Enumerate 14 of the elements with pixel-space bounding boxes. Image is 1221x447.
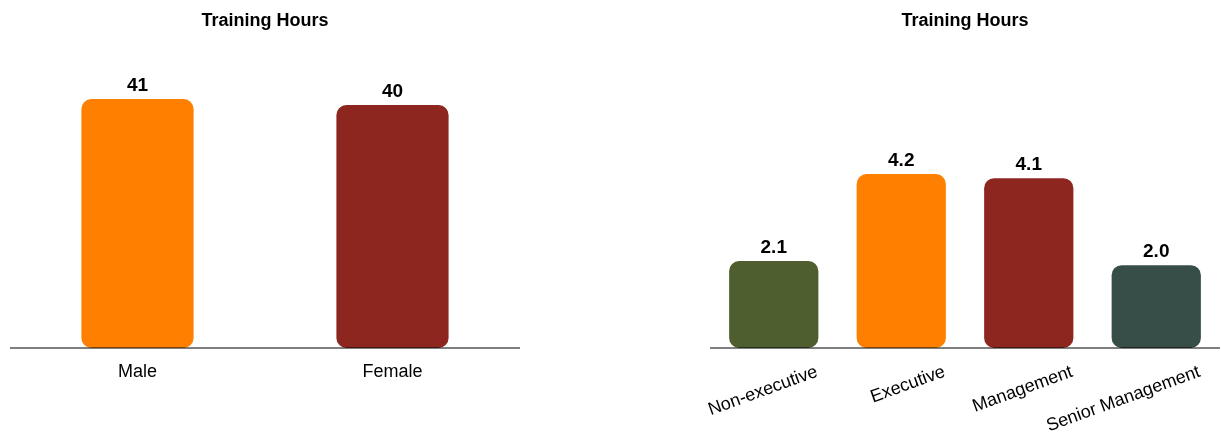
bar xyxy=(856,174,946,348)
x-tick-label: Female xyxy=(362,361,423,381)
bar xyxy=(984,178,1074,348)
bar xyxy=(729,261,819,348)
data-label: 41 xyxy=(126,74,149,95)
data-label: 4.2 xyxy=(888,149,915,170)
data-label: 4.1 xyxy=(1015,153,1043,175)
chart-title: Training Hours xyxy=(901,10,1029,30)
chart-title: Training Hours xyxy=(201,10,329,30)
x-tick-label: Male xyxy=(117,361,158,381)
data-label: 2.1 xyxy=(760,236,788,257)
data-label: 2.0 xyxy=(1143,240,1170,262)
bar xyxy=(1111,265,1201,348)
data-label: 40 xyxy=(381,80,404,102)
